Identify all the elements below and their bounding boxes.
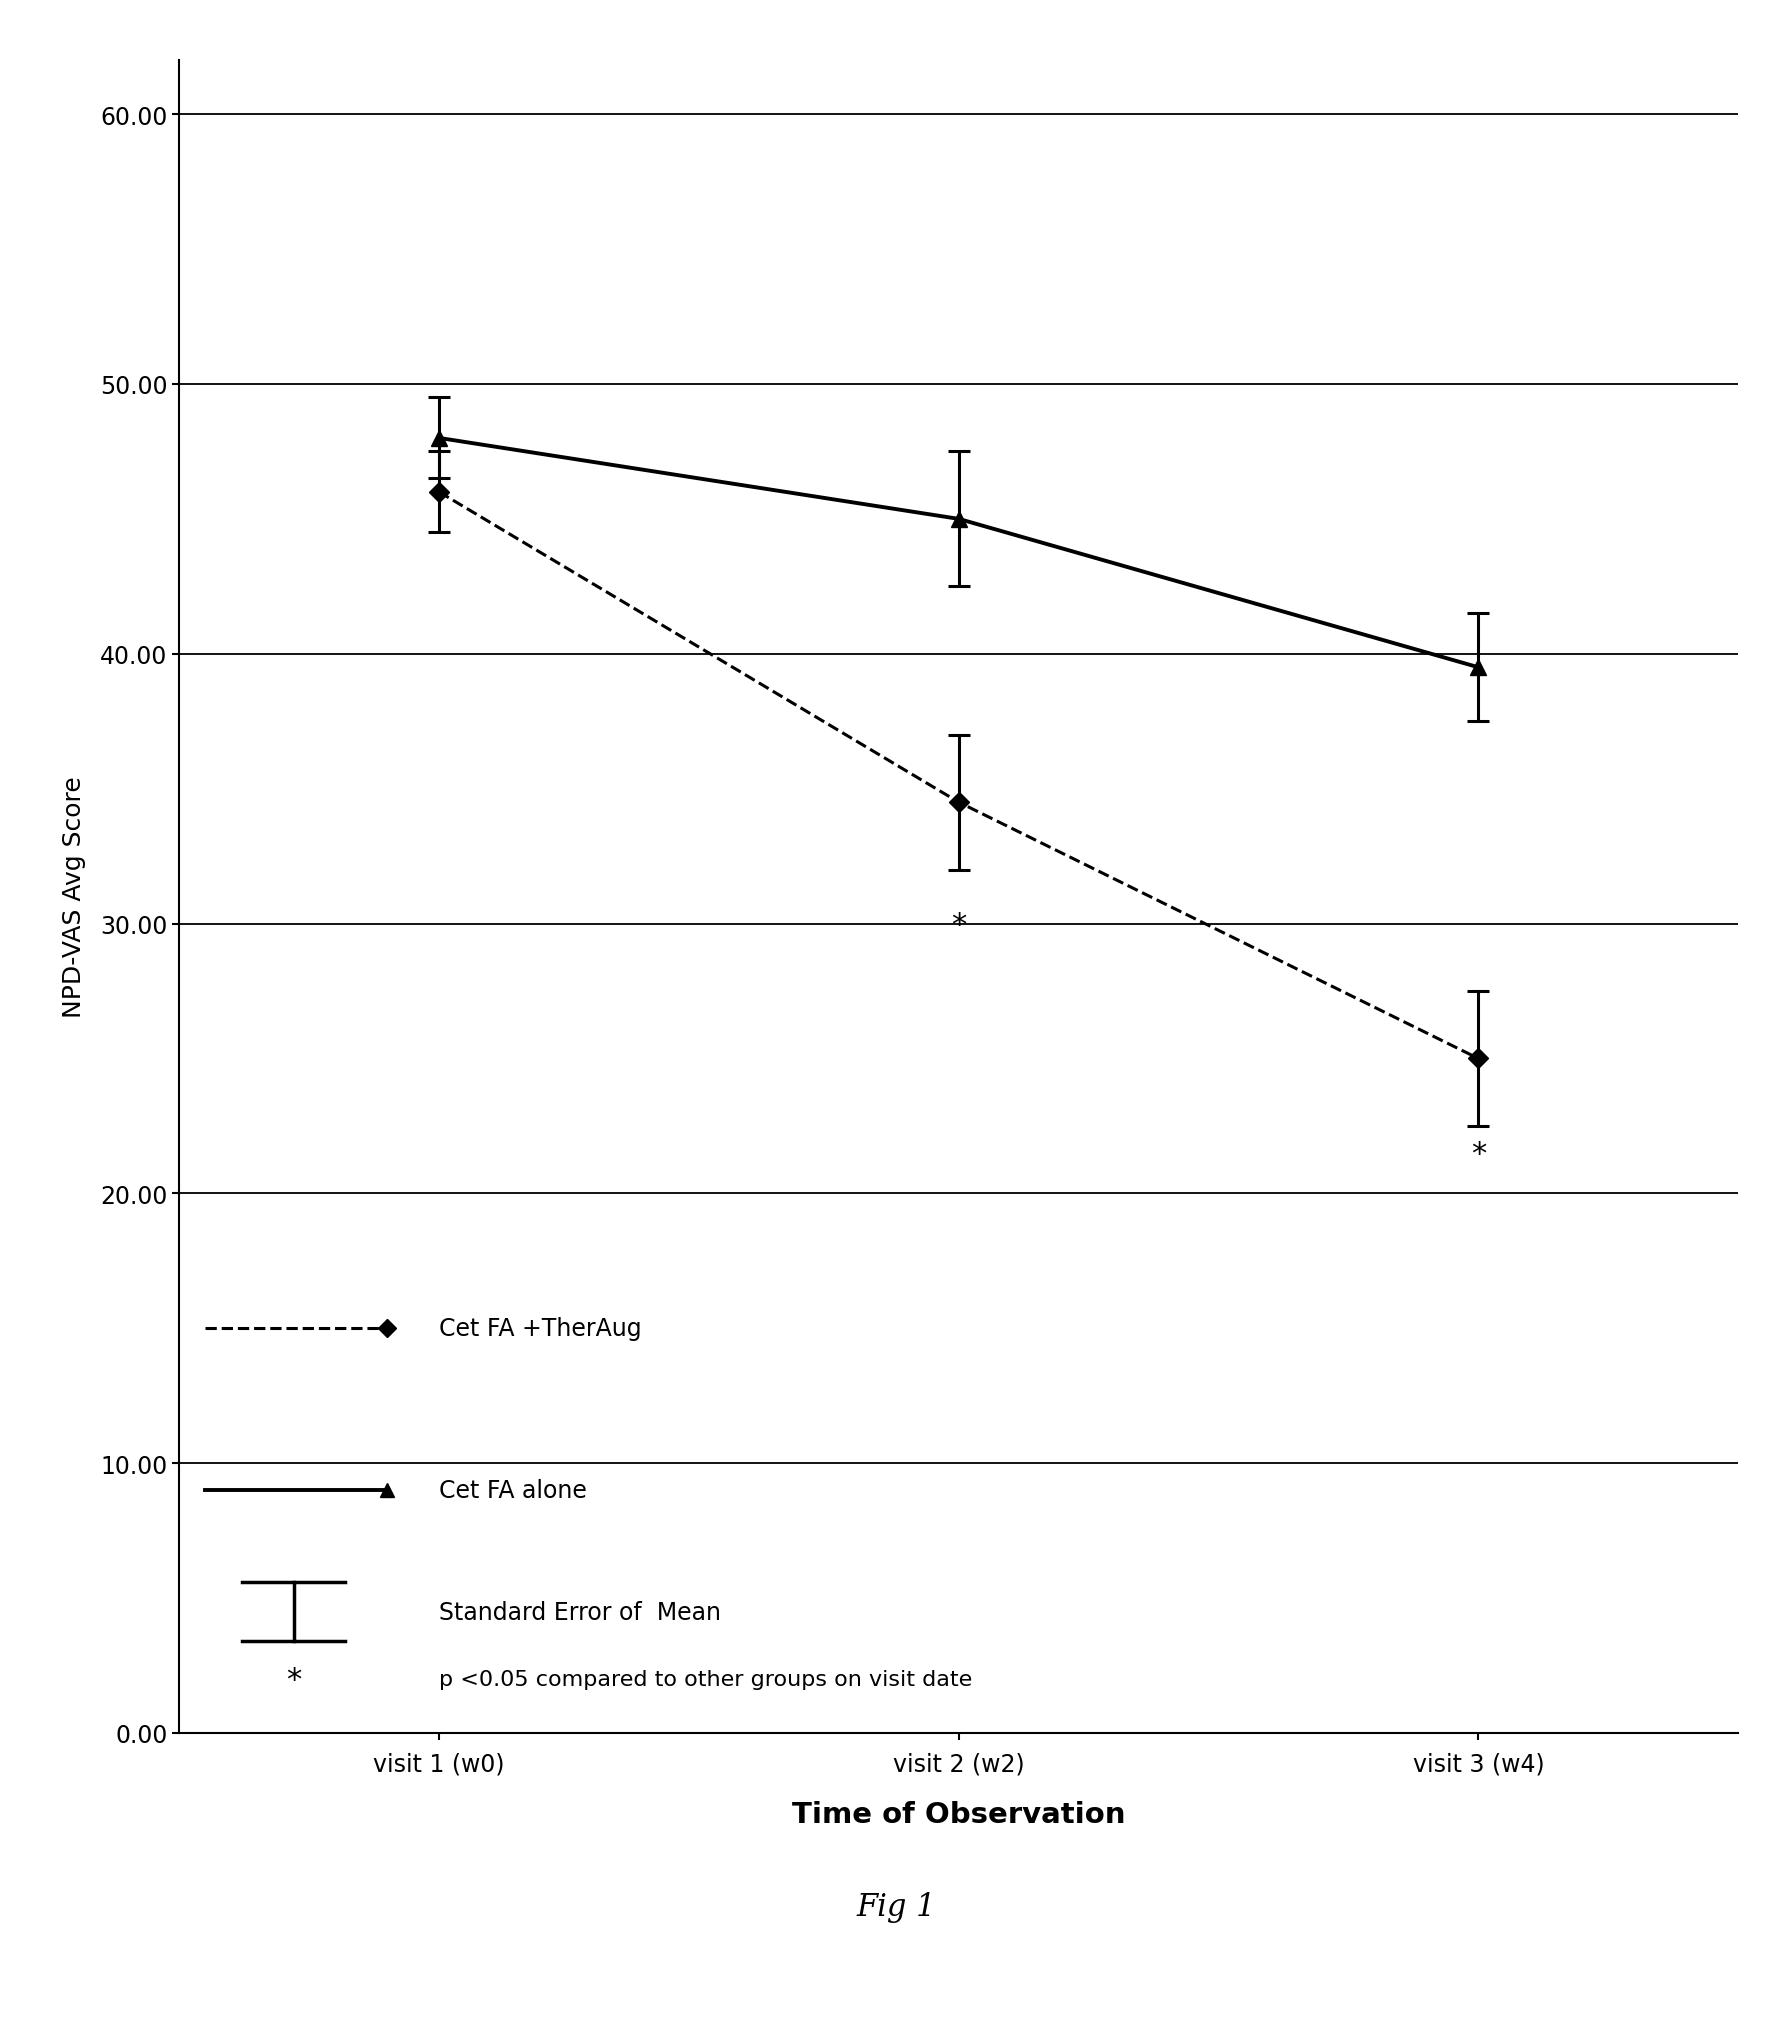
Text: Cet FA alone: Cet FA alone [439, 1478, 588, 1503]
Text: Fig 1: Fig 1 [857, 1890, 935, 1923]
Y-axis label: NPD-VAS Avg Score: NPD-VAS Avg Score [63, 777, 86, 1017]
Text: *: * [1471, 1140, 1486, 1168]
Text: Cet FA +TherAug: Cet FA +TherAug [439, 1317, 642, 1340]
Text: *: * [952, 911, 966, 940]
Text: p <0.05 compared to other groups on visit date: p <0.05 compared to other groups on visi… [439, 1670, 973, 1688]
Text: *: * [287, 1664, 301, 1694]
X-axis label: Time of Observation: Time of Observation [792, 1800, 1125, 1829]
Text: Standard Error of  Mean: Standard Error of Mean [439, 1601, 720, 1623]
